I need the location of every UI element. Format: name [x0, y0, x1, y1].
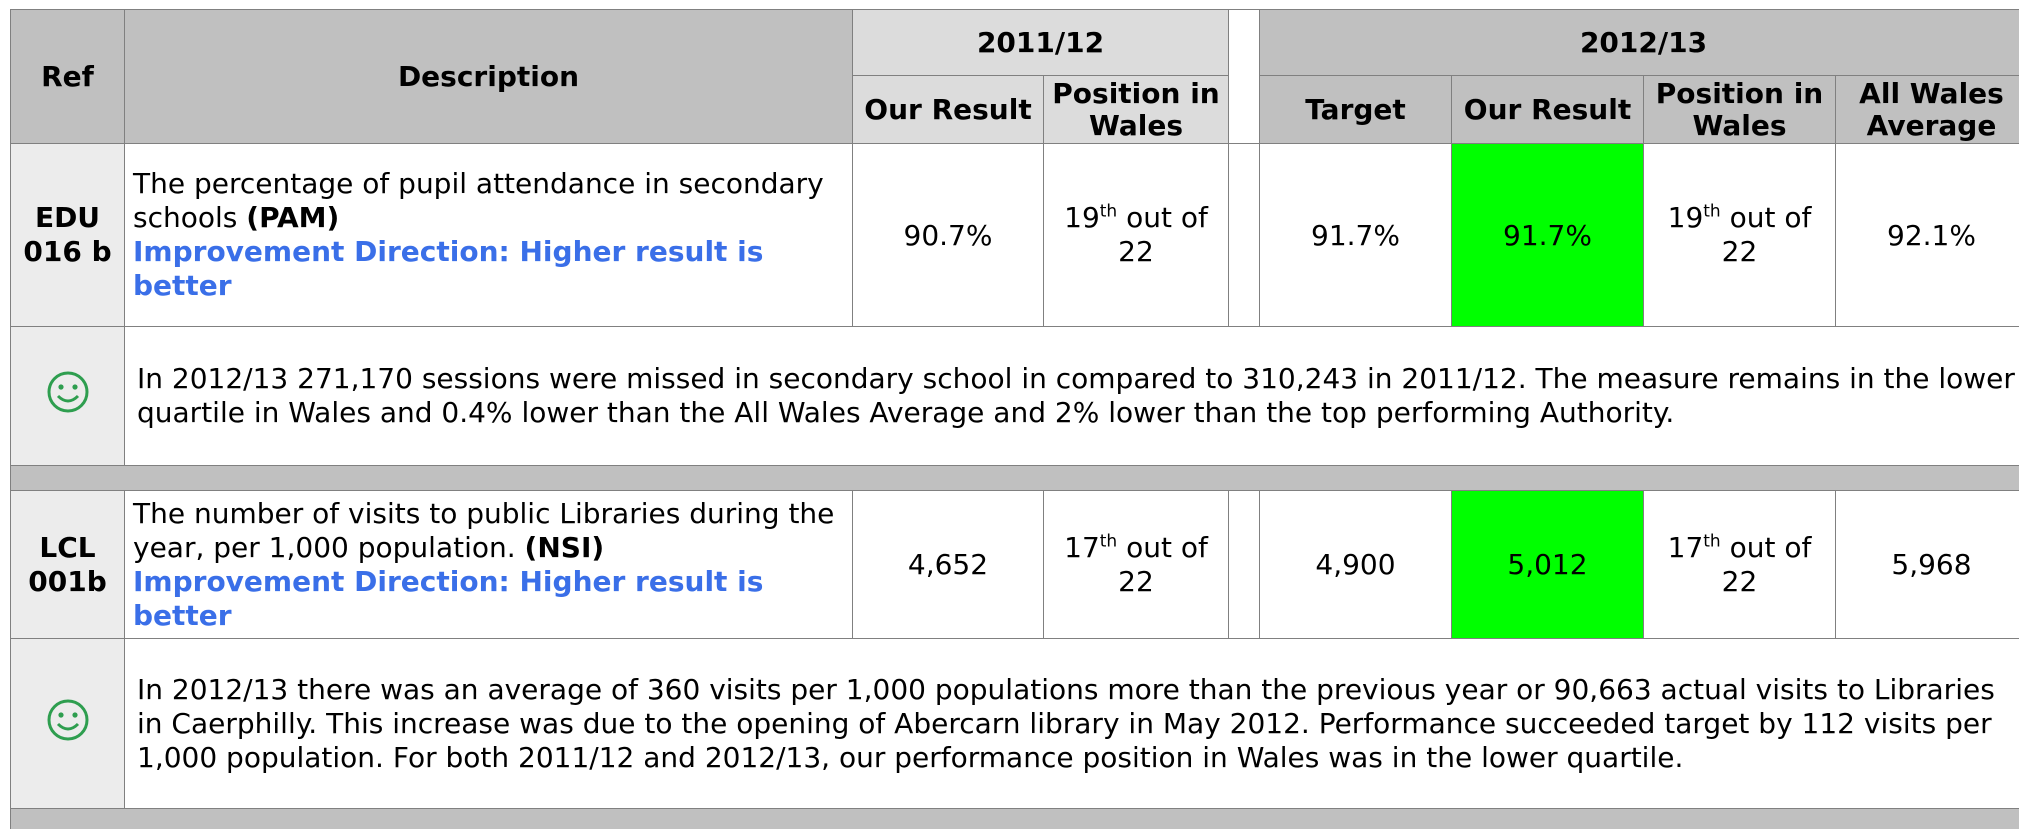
spacer: [10, 808, 2019, 829]
value-cell: 4,652: [852, 490, 1044, 639]
comment-cell: In 2012/13 there was an average of 360 v…: [124, 638, 2019, 809]
rank-suffix: th: [1703, 531, 1721, 552]
data-row: LCL 001b The number of visits to public L…: [10, 490, 2019, 639]
description-cell: The percentage of pupil attendance in se…: [124, 143, 853, 327]
rank: 19: [1064, 201, 1100, 234]
rank-suffix: th: [1703, 201, 1721, 222]
rank-suffix: th: [1099, 201, 1118, 222]
spacer: [10, 465, 2019, 491]
period-header: 2011/12: [852, 9, 1229, 76]
column-header: Position in Wales: [1643, 75, 1836, 144]
improvement-direction: Improvement Direction: Higher result is …: [133, 564, 764, 632]
gap: [1228, 9, 1260, 144]
indicator-code: (PAM): [246, 201, 340, 234]
position-cell: 19th out of 22: [1643, 143, 1836, 327]
value-cell: 4,900: [1259, 490, 1452, 639]
column-header: Our Result: [852, 75, 1044, 144]
icon-cell: [10, 326, 125, 466]
ref-cell: EDU 016 b: [10, 143, 125, 327]
icon-cell: [10, 638, 125, 809]
rank: 17: [1667, 530, 1704, 564]
value-cell: 92.1%: [1835, 143, 2019, 327]
value-cell: 90.7%: [852, 143, 1044, 327]
column-header: All Wales Average: [1835, 75, 2019, 144]
gap: [1228, 490, 1260, 639]
rank: 17: [1064, 530, 1100, 564]
smiley-icon: [47, 371, 88, 413]
value-cell: 5,012: [1451, 490, 1644, 639]
data-row: EDU 016 b The percentage of pupil attenda…: [10, 143, 2019, 327]
description: The percentage of pupil attendance in se…: [133, 167, 824, 234]
position-cell: 17th out of 22: [1043, 490, 1229, 639]
rank: 19: [1667, 201, 1704, 234]
indicator-code: (NSI): [524, 530, 605, 564]
rank-rest: out of 22: [1721, 201, 1812, 268]
comment-cell: In 2012/13 271,170 sessions were missed …: [124, 326, 2019, 466]
comment-row: In 2012/13 there was an average of 360 v…: [10, 638, 2019, 809]
value-cell: 5,968: [1835, 490, 2019, 639]
value-cell: 91.7%: [1259, 143, 1452, 327]
column-header: Our Result: [1451, 75, 1644, 144]
position-cell: 17th out of 22: [1643, 490, 1836, 639]
improvement-direction: Improvement Direction: Higher result is …: [133, 235, 764, 302]
performance-table: Ref Description 2011/12 2012/13 Our Resu…: [10, 9, 2019, 829]
description-header: Description: [124, 9, 853, 144]
period-header: 2012/13: [1259, 9, 2019, 76]
comment-row: In 2012/13 271,170 sessions were missed …: [10, 326, 2019, 466]
description: The number of visits to public Libraries…: [133, 496, 835, 564]
column-header: Position in Wales: [1043, 75, 1229, 144]
rank-rest: out of 22: [1721, 530, 1812, 598]
column-header: Target: [1259, 75, 1452, 144]
ref-header: Ref: [10, 9, 125, 144]
value-cell: 91.7%: [1451, 143, 1644, 327]
ref-cell: LCL 001b: [10, 490, 125, 639]
spacer-row: [10, 808, 2019, 829]
rank-rest: out of 22: [1118, 201, 1208, 268]
rank-suffix: th: [1099, 531, 1118, 552]
smiley-icon: [47, 699, 88, 740]
position-cell: 19th out of 22: [1043, 143, 1229, 327]
rank-rest: out of 22: [1118, 530, 1208, 598]
spacer-row: [10, 465, 2019, 491]
description-cell: The number of visits to public Libraries…: [124, 490, 853, 639]
gap: [1228, 143, 1260, 327]
